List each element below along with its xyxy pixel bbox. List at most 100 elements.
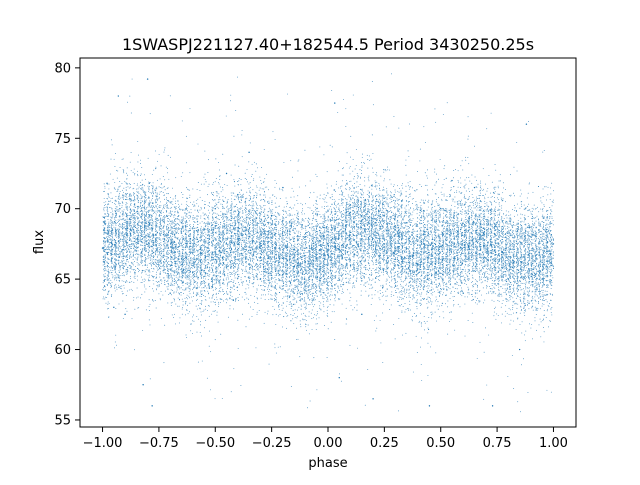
scatter-texture-point — [179, 221, 181, 223]
scatter-texture-point — [188, 220, 190, 222]
scatter-texture-point — [211, 227, 213, 229]
scatter-texture-point — [209, 274, 211, 275]
scatter-texture-point — [532, 283, 534, 285]
scatter-texture-point — [439, 293, 441, 295]
scatter-texture-point — [257, 248, 259, 250]
scatter-texture-point — [341, 238, 343, 240]
scatter-texture-point — [112, 178, 114, 180]
data-point — [237, 193, 239, 196]
scatter-texture-point — [469, 263, 471, 265]
scatter-texture-point — [540, 258, 541, 260]
scatter-texture-point — [319, 214, 321, 216]
scatter-texture-point — [199, 229, 201, 231]
scatter-texture-point — [453, 304, 455, 306]
scatter-texture-point — [275, 229, 277, 230]
scatter-texture-point — [514, 255, 516, 257]
scatter-texture-point — [422, 257, 424, 259]
scatter-texture-point — [264, 237, 266, 239]
scatter-texture-point — [185, 261, 187, 263]
data-point — [491, 405, 494, 407]
scatter-texture-point — [398, 228, 400, 230]
scatter-texture-point — [236, 252, 238, 254]
scatter-texture-point — [164, 147, 166, 149]
scatter-texture-point — [234, 239, 236, 241]
scatter-texture-point — [149, 233, 151, 235]
scatter-texture-point — [103, 191, 105, 193]
scatter-texture-point — [167, 257, 169, 259]
scatter-texture-point — [335, 204, 337, 206]
scatter-texture-point — [252, 207, 254, 209]
scatter-texture-point — [149, 280, 151, 281]
scatter-texture-point — [543, 331, 545, 333]
scatter-texture-point — [456, 268, 458, 270]
scatter-texture-point — [169, 266, 171, 267]
scatter-texture-point — [134, 224, 136, 226]
scatter-texture-point — [218, 293, 220, 295]
scatter-texture-point — [202, 311, 204, 313]
scatter-texture-point — [432, 288, 434, 290]
scatter-texture-point — [296, 230, 298, 232]
scatter-texture-point — [361, 264, 363, 266]
scatter-texture-point — [301, 248, 303, 250]
data-point — [282, 186, 284, 189]
scatter-texture-point — [349, 222, 351, 224]
scatter-texture-point — [518, 284, 519, 286]
scatter-texture-point — [472, 259, 474, 261]
scatter-texture-point — [328, 272, 329, 274]
scatter-texture-point — [417, 208, 419, 210]
scatter-texture-point — [524, 309, 526, 311]
scatter-texture-point — [401, 213, 402, 214]
scatter-texture-point — [194, 265, 196, 267]
scatter-texture-point — [419, 220, 421, 222]
scatter-texture-point — [315, 233, 317, 235]
scatter-texture-point — [498, 247, 500, 249]
scatter-texture-point — [439, 262, 441, 263]
scatter-texture-point — [364, 282, 366, 284]
scatter-texture-point — [296, 317, 298, 319]
scatter-texture-point — [119, 276, 121, 278]
scatter-texture-point — [126, 172, 127, 174]
scatter-texture-point — [368, 257, 370, 259]
scatter-texture-point — [299, 264, 301, 266]
scatter-texture-point — [338, 261, 340, 263]
scatter-texture-point — [484, 257, 486, 259]
scatter-texture-point — [290, 288, 292, 290]
scatter-texture-point — [345, 317, 347, 319]
scatter-texture-point — [164, 281, 165, 283]
scatter-texture-point — [330, 254, 331, 256]
scatter-texture-point — [148, 181, 150, 183]
scatter-texture-point — [424, 272, 426, 274]
scatter-texture-point — [480, 188, 482, 190]
scatter-texture-point — [482, 216, 484, 218]
scatter-texture-point — [434, 237, 436, 239]
scatter-texture-point — [383, 221, 385, 223]
scatter-texture-point — [313, 264, 315, 266]
scatter-texture-point — [383, 258, 385, 260]
scatter-texture-point — [216, 257, 218, 259]
scatter-texture-point — [459, 222, 461, 224]
scatter-texture-point — [336, 217, 337, 219]
scatter-texture-point — [505, 201, 506, 203]
scatter-texture-point — [114, 284, 116, 286]
scatter-texture-point — [281, 288, 283, 290]
scatter-texture-point — [137, 235, 139, 237]
scatter-texture-point — [184, 223, 186, 225]
scatter-texture-point — [192, 287, 194, 289]
scatter-texture-point — [162, 211, 164, 213]
scatter-texture-point — [341, 249, 343, 250]
scatter-texture-point — [529, 256, 531, 258]
scatter-texture-point — [114, 203, 116, 205]
scatter-texture-point — [156, 230, 158, 232]
scatter-texture-point — [125, 243, 127, 245]
scatter-texture-point — [133, 194, 135, 196]
scatter-texture-point — [255, 222, 257, 224]
scatter-texture-point — [204, 245, 206, 247]
scatter-texture-point — [134, 266, 136, 267]
scatter-texture-point — [357, 221, 359, 223]
scatter-texture-point — [187, 287, 189, 289]
scatter-texture-point — [361, 234, 362, 236]
scatter-texture-point — [180, 245, 182, 247]
scatter-texture-point — [114, 290, 116, 292]
scatter-texture-point — [185, 235, 187, 237]
scatter-texture-point — [240, 234, 242, 236]
